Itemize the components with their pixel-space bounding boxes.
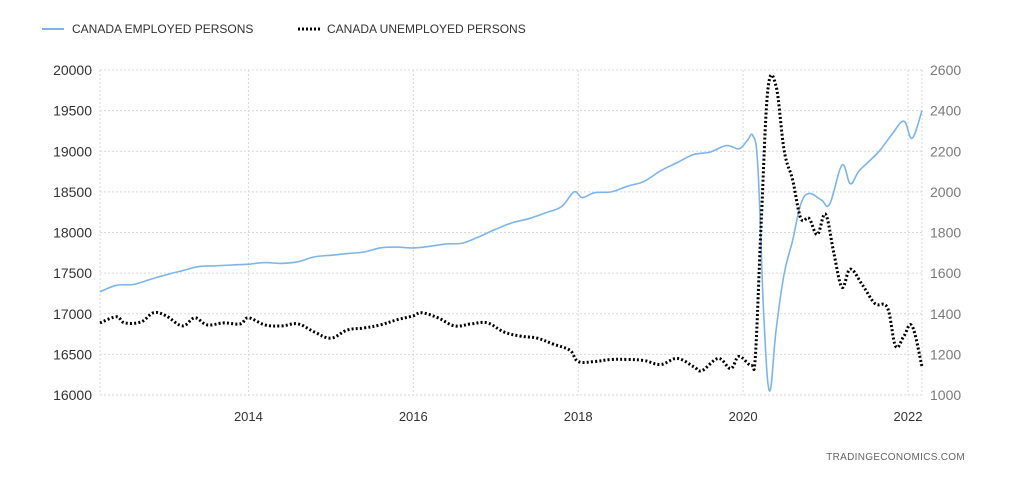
y-right-tick-label: 2000: [930, 184, 961, 200]
source-label[interactable]: TRADINGECONOMICS.COM: [826, 452, 965, 463]
y-right-tick-label: 1600: [930, 265, 961, 281]
y-right-tick-label: 2600: [930, 62, 961, 78]
y-left-tick-label: 20000: [53, 62, 92, 78]
y-left-tick-label: 18500: [53, 184, 92, 200]
series-line-unemployed[interactable]: [99, 73, 924, 373]
y-right-tick-label: 1000: [930, 387, 961, 403]
y-left-tick-label: 16000: [53, 387, 92, 403]
y-left-tick-label: 19000: [53, 143, 92, 159]
series-line-employed[interactable]: [99, 110, 923, 392]
y-left-tick-label: 17500: [53, 265, 92, 281]
x-tick-label: 2014: [234, 409, 263, 424]
x-tick-label: 2016: [399, 409, 428, 424]
y-right-tick-label: 1800: [930, 225, 961, 241]
y-right-tick-label: 2200: [930, 143, 961, 159]
y-left-tick-label: 16500: [53, 346, 92, 362]
y-left-tick-label: 17000: [53, 306, 92, 322]
x-tick-label: 2022: [894, 409, 923, 424]
y-right-tick-label: 1200: [930, 346, 961, 362]
y-right-tick-label: 2400: [930, 103, 961, 119]
x-axis: 2014 2016 2018 2020 2022: [234, 409, 923, 424]
y-left-tick-label: 18000: [53, 225, 92, 241]
legend-unemployed-label[interactable]: CANADA UNEMPLOYED PERSONS: [327, 22, 526, 36]
y-right-tick-label: 1400: [930, 306, 961, 322]
y-left-tick-label: 19500: [53, 103, 92, 119]
legend-employed-label[interactable]: CANADA EMPLOYED PERSONS: [72, 22, 253, 36]
gridlines: [99, 69, 923, 396]
y-axis-left: 16000 16500 17000 17500 18000 18500 19000 19500…: [53, 62, 92, 403]
y-axis-right: 1000 1200 1400 1600 1800 2000 2200 2400 2600: [930, 62, 961, 403]
x-tick-label: 2018: [564, 409, 593, 424]
legend: CANADA EMPLOYED PERSONS CANADA UNEMPLOYE…: [42, 22, 526, 36]
x-tick-label: 2020: [729, 409, 758, 424]
